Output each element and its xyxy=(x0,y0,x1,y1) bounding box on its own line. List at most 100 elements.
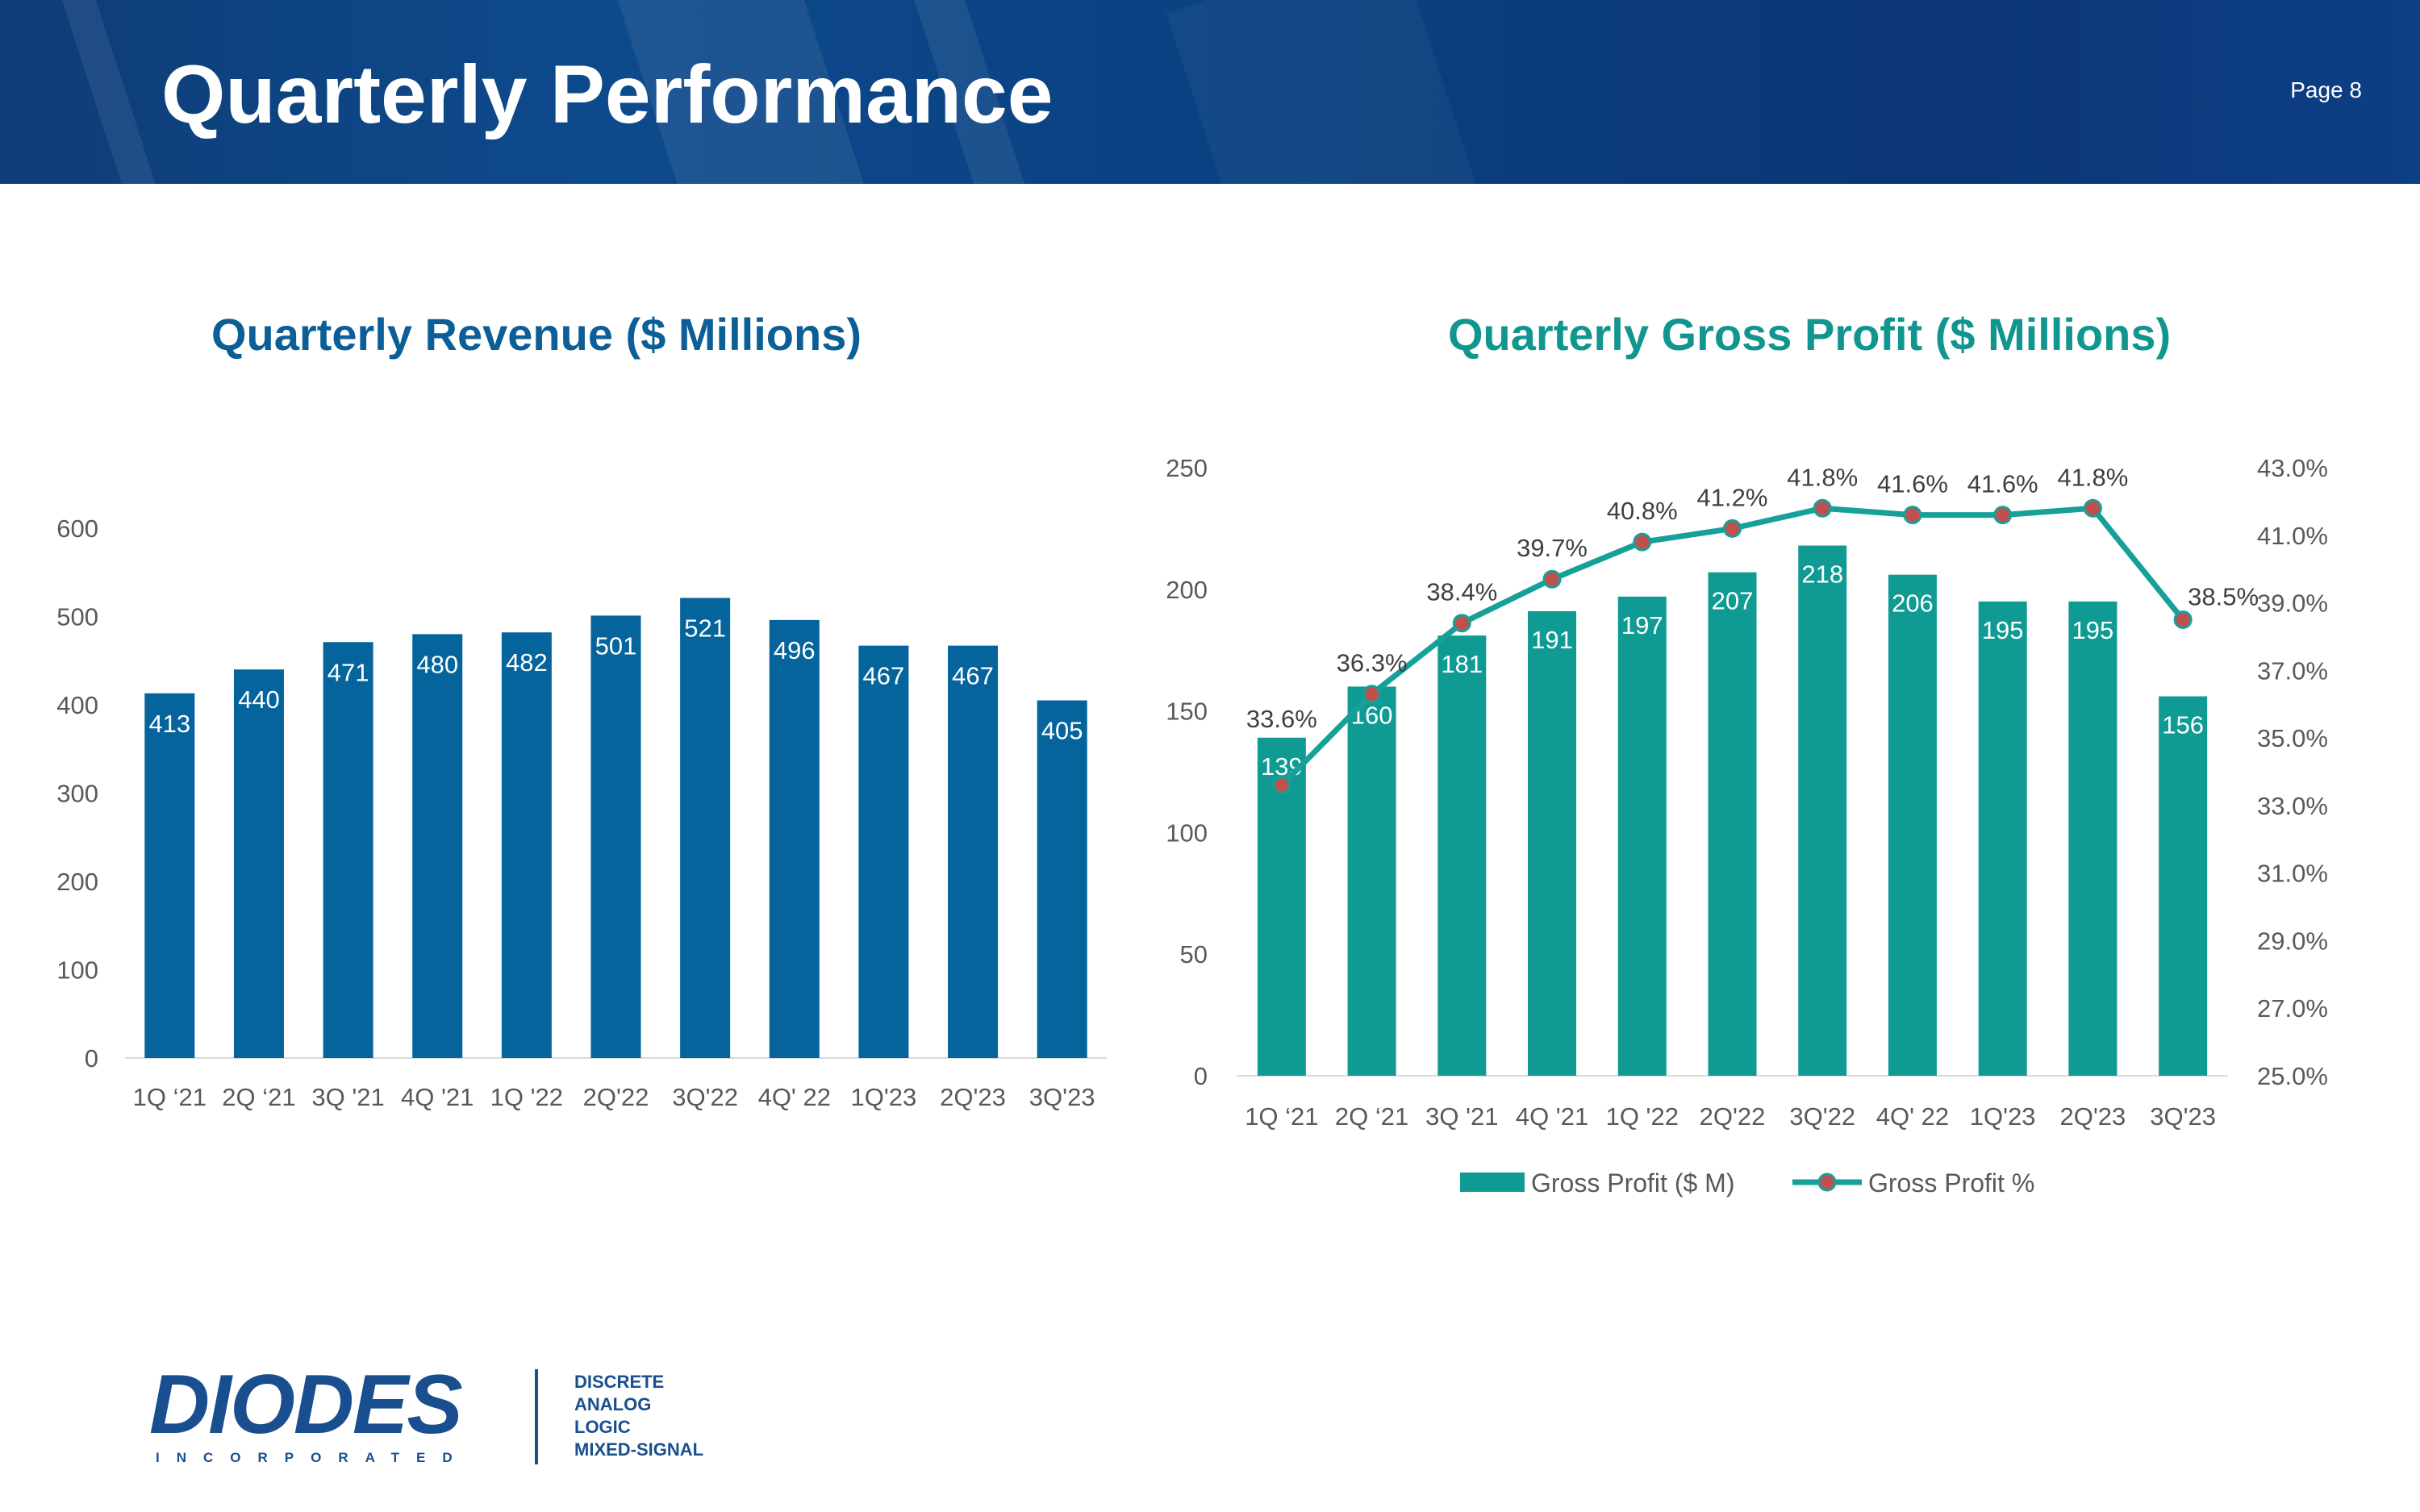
gp-x-tick: 4Q' 22 xyxy=(1876,1102,1949,1131)
revenue-x-tick: 1Q ‘21 xyxy=(133,1083,207,1111)
logo-tagline: DISCRETE ANALOG LOGIC MIXED-SIGNAL xyxy=(574,1371,703,1461)
revenue-bar xyxy=(1037,700,1087,1058)
gp-x-tick: 1Q'23 xyxy=(1970,1102,2036,1131)
gp-x-tick: 3Q'22 xyxy=(1789,1102,1855,1131)
tagline-line: ANALOG xyxy=(574,1394,652,1414)
gp-x-tick: 4Q '21 xyxy=(1516,1102,1588,1131)
gp-percent-label: 36.3% xyxy=(1337,649,1408,677)
logo-wordmark: DIODES xyxy=(149,1358,463,1452)
gp-bar xyxy=(1347,686,1396,1076)
page-title: Quarterly Performance xyxy=(161,48,1054,140)
gp-percent-label: 41.8% xyxy=(2057,463,2128,491)
page-number: Page 8 xyxy=(2290,77,2362,102)
gp-percent-label: 41.8% xyxy=(1787,463,1858,491)
gp-bar xyxy=(1437,635,1487,1076)
gp-bar xyxy=(2159,696,2208,1076)
gp-x-tick: 2Q ‘21 xyxy=(1335,1102,1408,1131)
gp-y-tick-left: 250 xyxy=(1166,454,1208,482)
gp-percent-label: 39.7% xyxy=(1517,534,1588,562)
gp-y-tick-right: 39.0% xyxy=(2257,589,2328,618)
gp-bar xyxy=(1978,601,2027,1076)
logo-divider xyxy=(535,1369,538,1464)
header-banner: Quarterly Performance Page 8 xyxy=(0,0,2420,184)
gp-percent-marker xyxy=(2083,498,2102,518)
revenue-bar xyxy=(858,645,909,1058)
gp-percent-label: 38.5% xyxy=(2188,583,2259,611)
revenue-data-label: 413 xyxy=(148,710,190,738)
gp-y-tick-right: 33.0% xyxy=(2257,792,2328,820)
revenue-x-tick: 2Q'22 xyxy=(583,1083,649,1111)
gp-x-tick: 3Q'23 xyxy=(2150,1102,2216,1131)
gp-percent-marker xyxy=(1723,519,1742,538)
revenue-data-label: 496 xyxy=(774,636,816,664)
revenue-data-label: 480 xyxy=(416,650,458,678)
revenue-y-tick: 0 xyxy=(85,1044,98,1073)
gp-bar-label: 206 xyxy=(1892,589,1934,618)
gp-y-tick-left: 200 xyxy=(1166,576,1208,604)
gp-y-tick-right: 31.0% xyxy=(2257,860,2328,888)
gp-percent-label: 33.6% xyxy=(1246,705,1317,733)
revenue-y-tick: 600 xyxy=(56,514,98,543)
gp-y-tick-left: 0 xyxy=(1194,1062,1208,1090)
legend-line-label: Gross Profit % xyxy=(1868,1168,2034,1198)
tagline-line: DISCRETE xyxy=(574,1372,665,1392)
revenue-x-tick: 2Q ‘21 xyxy=(222,1083,295,1111)
revenue-chart-title: Quarterly Revenue ($ Millions) xyxy=(211,309,862,360)
revenue-y-tick: 400 xyxy=(56,691,98,719)
gp-bar xyxy=(1798,545,1847,1076)
gross-profit-chart-title: Quarterly Gross Profit ($ Millions) xyxy=(1448,309,2172,360)
revenue-bar xyxy=(323,642,373,1058)
gp-bar-label: 218 xyxy=(1801,560,1843,589)
legend-bar-swatch xyxy=(1460,1173,1525,1192)
gp-bar-label: 181 xyxy=(1441,650,1483,678)
revenue-x-tick: 3Q'23 xyxy=(1029,1083,1095,1111)
revenue-bar xyxy=(948,645,999,1058)
gp-y-tick-left: 150 xyxy=(1166,698,1208,726)
revenue-x-tick: 4Q' 22 xyxy=(758,1083,831,1111)
gp-bar-label: 195 xyxy=(1982,616,2024,644)
gp-y-tick-left: 100 xyxy=(1166,818,1208,847)
revenue-data-label: 521 xyxy=(684,614,726,643)
gp-x-tick: 2Q'23 xyxy=(2060,1102,2126,1131)
revenue-bar xyxy=(680,598,731,1058)
gp-y-tick-right: 37.0% xyxy=(2257,656,2328,685)
gp-y-tick-right: 25.0% xyxy=(2257,1062,2328,1090)
revenue-data-label: 467 xyxy=(952,662,994,690)
gp-x-tick: 2Q'22 xyxy=(1700,1102,1766,1131)
gp-bar xyxy=(1888,574,1937,1076)
gp-y-tick-right: 29.0% xyxy=(2257,927,2328,955)
revenue-data-label: 471 xyxy=(328,658,369,686)
gp-y-tick-right: 35.0% xyxy=(2257,724,2328,752)
revenue-data-label: 440 xyxy=(238,685,280,714)
gp-y-tick-right: 41.0% xyxy=(2257,522,2328,550)
revenue-y-tick: 200 xyxy=(56,868,98,896)
revenue-bar xyxy=(769,619,820,1058)
gp-bar-label: 207 xyxy=(1712,587,1754,615)
gp-percent-marker xyxy=(1542,569,1562,589)
revenue-data-label: 405 xyxy=(1041,717,1083,745)
gp-bar-label: 156 xyxy=(2162,711,2204,739)
gp-percent-marker xyxy=(2173,610,2193,629)
logo-subtitle: INCORPORATED xyxy=(156,1450,469,1465)
gp-percent-marker xyxy=(1362,685,1382,704)
revenue-x-tick: 3Q'22 xyxy=(672,1083,738,1111)
gp-percent-label: 41.6% xyxy=(1877,470,1948,498)
revenue-x-tick: 1Q '22 xyxy=(490,1083,563,1111)
gp-percent-marker xyxy=(1272,776,1291,795)
revenue-x-tick: 1Q'23 xyxy=(851,1083,917,1111)
tagline-line: MIXED-SIGNAL xyxy=(574,1439,704,1460)
legend-line-marker xyxy=(1817,1173,1837,1192)
tagline-line: LOGIC xyxy=(574,1417,631,1437)
revenue-data-label: 467 xyxy=(863,662,905,690)
gp-percent-label: 38.4% xyxy=(1426,578,1497,606)
gp-y-tick-right: 43.0% xyxy=(2257,454,2328,482)
revenue-y-tick: 300 xyxy=(56,780,98,808)
gp-bar-label: 139 xyxy=(1261,752,1303,781)
gp-percent-label: 41.6% xyxy=(1967,470,2038,498)
gp-percent-label: 41.2% xyxy=(1697,483,1768,511)
gp-percent-marker xyxy=(1452,614,1471,633)
gp-bar xyxy=(1617,596,1667,1076)
revenue-y-tick: 500 xyxy=(56,603,98,631)
gp-bar xyxy=(2068,601,2118,1076)
gp-bar-label: 197 xyxy=(1621,611,1663,639)
